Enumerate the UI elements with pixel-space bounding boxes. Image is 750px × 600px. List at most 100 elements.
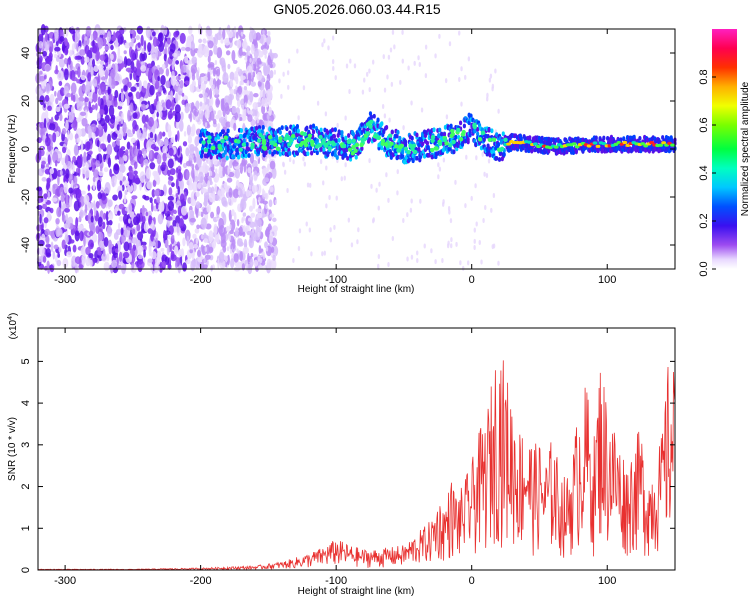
noise-speckle	[36, 51, 42, 58]
noise-speckle	[238, 226, 243, 237]
noise-speckle	[209, 88, 213, 100]
x-tick-label: 100	[598, 575, 616, 587]
noise-speckle	[132, 112, 138, 119]
signal-blob	[488, 152, 492, 158]
noise-speckle	[235, 31, 239, 39]
noise-speckle	[140, 155, 144, 168]
noise-speckle	[328, 194, 331, 200]
noise-speckle	[151, 31, 156, 37]
noise-speckle	[95, 160, 101, 168]
colorbar-tick-label: 0.4	[698, 165, 710, 180]
noise-speckle	[399, 79, 402, 85]
noise-speckle	[350, 242, 354, 248]
noise-speckle	[96, 179, 102, 192]
snr-frame	[37, 327, 676, 571]
noise-speckle	[86, 79, 90, 91]
noise-speckle	[204, 246, 208, 252]
noise-speckle	[381, 103, 385, 109]
noise-speckle	[214, 60, 218, 66]
noise-speckle	[251, 185, 258, 193]
noise-speckle	[128, 41, 133, 47]
noise-speckle	[420, 107, 424, 113]
noise-speckle	[38, 70, 43, 75]
signal-peak	[649, 141, 655, 145]
noise-speckle	[74, 230, 80, 242]
signal-blob	[528, 135, 532, 141]
noise-speckle	[190, 196, 194, 205]
noise-speckle	[151, 241, 156, 247]
noise-speckle	[167, 129, 172, 138]
noise-speckle	[96, 139, 100, 148]
noise-speckle	[195, 207, 199, 219]
signal-blob	[417, 146, 421, 152]
noise-speckle	[168, 147, 174, 157]
noise-speckle	[163, 25, 168, 36]
signal-blob	[440, 131, 444, 137]
noise-speckle	[178, 218, 184, 229]
noise-speckle	[106, 220, 110, 226]
noise-speckle	[173, 245, 179, 256]
noise-speckle	[199, 101, 203, 107]
noise-speckle	[492, 243, 496, 249]
noise-speckle	[114, 89, 119, 99]
signal-blob	[239, 133, 244, 139]
noise-speckle	[138, 257, 144, 265]
noise-speckle	[185, 160, 191, 167]
noise-speckle	[186, 60, 194, 65]
signal-peak	[347, 147, 353, 152]
noise-speckle	[401, 58, 404, 64]
noise-speckle	[56, 259, 62, 267]
signal-peak	[351, 144, 356, 150]
signal-peak	[429, 147, 435, 153]
noise-speckle	[259, 258, 263, 264]
noise-speckle	[74, 55, 79, 60]
noise-speckle	[182, 141, 188, 147]
noise-speckle	[186, 124, 191, 136]
signal-peak	[341, 143, 347, 149]
signal-peak	[643, 144, 649, 148]
noise-speckle	[91, 132, 96, 140]
noise-speckle	[424, 73, 428, 79]
signal-peak	[398, 144, 403, 150]
noise-speckle	[95, 52, 100, 62]
noise-speckle	[170, 209, 174, 216]
noise-speckle	[79, 209, 85, 219]
noise-speckle	[156, 196, 161, 203]
noise-speckle	[473, 238, 476, 244]
signal-peak	[592, 141, 598, 145]
colorbar-tick-label: 0.6	[698, 117, 710, 132]
noise-speckle	[73, 175, 78, 188]
noise-speckle	[146, 63, 153, 69]
noise-speckle	[250, 212, 256, 218]
noise-speckle	[112, 181, 115, 188]
signal-blob	[225, 155, 229, 161]
noise-speckle	[180, 46, 186, 51]
noise-speckle	[97, 251, 102, 256]
noise-speckle	[323, 250, 326, 256]
noise-speckle	[406, 256, 409, 262]
noise-speckle	[61, 146, 67, 154]
noise-speckle	[48, 52, 53, 60]
signal-blob	[390, 129, 394, 135]
noise-speckle	[465, 154, 468, 160]
signal-blob	[200, 128, 205, 134]
noise-speckle	[492, 193, 496, 199]
signal-peak	[241, 142, 247, 147]
noise-speckle	[481, 151, 484, 157]
noise-speckle	[228, 160, 233, 169]
noise-speckle	[145, 114, 149, 123]
noise-speckle	[177, 147, 180, 156]
noise-speckle	[401, 29, 404, 35]
noise-speckle	[324, 111, 328, 117]
noise-speckle	[187, 135, 193, 144]
noise-speckle	[123, 241, 130, 252]
noise-speckle	[63, 57, 68, 65]
signal-blob	[396, 129, 400, 135]
noise-speckle	[220, 38, 224, 44]
noise-speckle	[194, 228, 200, 234]
noise-speckle	[441, 201, 445, 207]
noise-speckle	[180, 111, 184, 121]
signal-peak	[556, 143, 562, 147]
noise-speckle	[141, 86, 147, 93]
noise-speckle	[162, 145, 168, 154]
